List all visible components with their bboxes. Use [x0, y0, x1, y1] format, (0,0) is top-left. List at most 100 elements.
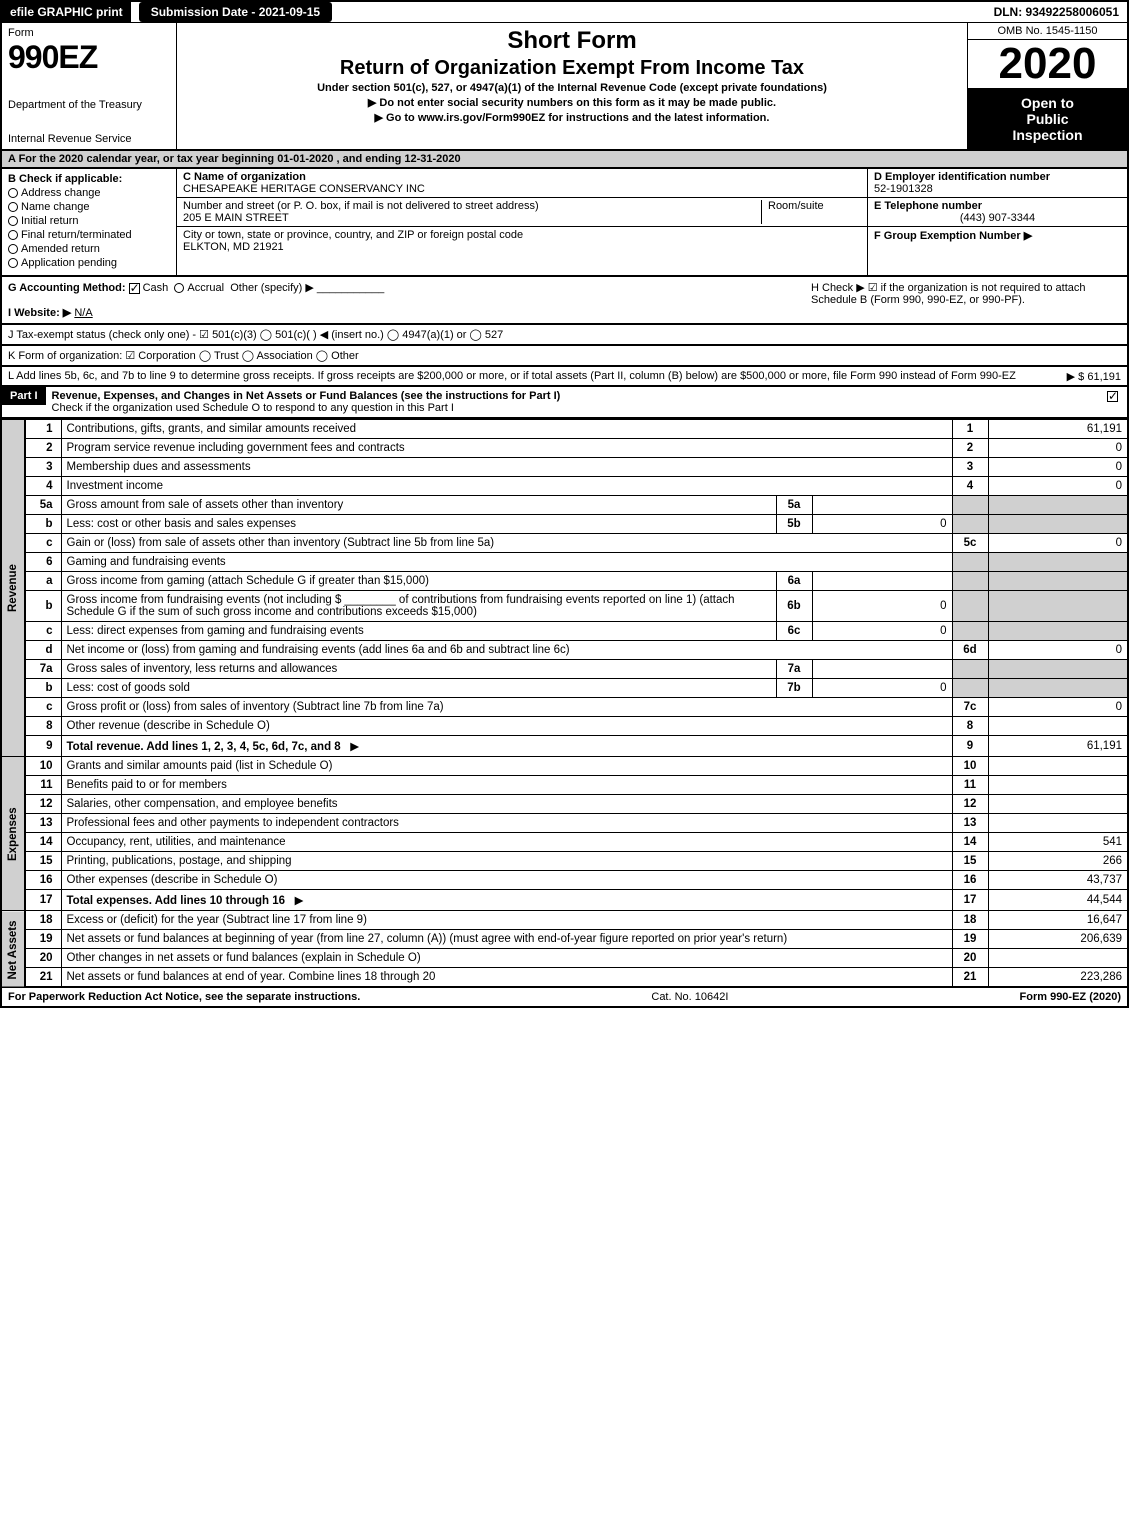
- line-12-desc: Salaries, other compensation, and employ…: [61, 795, 952, 814]
- tax-year: 2020: [968, 40, 1127, 88]
- line-3-desc: Membership dues and assessments: [61, 458, 952, 477]
- box-c: C Name of organization CHESAPEAKE HERITA…: [177, 169, 867, 275]
- chk-application-pending[interactable]: Application pending: [8, 257, 170, 269]
- line-6c-desc: Less: direct expenses from gaming and fu…: [61, 622, 776, 641]
- row-h: H Check ▶ ☑ if the organization is not r…: [811, 281, 1121, 319]
- row-g-h: G Accounting Method: Cash Accrual Other …: [0, 277, 1129, 325]
- submission-date: Submission Date - 2021-09-15: [139, 2, 332, 22]
- line-6a-desc: Gross income from gaming (attach Schedul…: [61, 572, 776, 591]
- chk-cash[interactable]: [129, 283, 140, 294]
- part1-check-line: Check if the organization used Schedule …: [52, 402, 454, 414]
- box-b: B Check if applicable: Address change Na…: [2, 169, 177, 275]
- line-5a-desc: Gross amount from sale of assets other t…: [61, 496, 776, 515]
- line-7c-amt: 0: [988, 698, 1128, 717]
- no-ssn-notice: ▶ Do not enter social security numbers o…: [185, 96, 959, 109]
- line-5b-subamt: 0: [812, 515, 952, 534]
- org-name: CHESAPEAKE HERITAGE CONSERVANCY INC: [183, 183, 425, 195]
- line-6b-subamt: 0: [812, 591, 952, 622]
- paperwork-notice: For Paperwork Reduction Act Notice, see …: [8, 991, 360, 1003]
- expenses-side-label: Expenses: [1, 757, 25, 911]
- short-form-title: Short Form: [185, 27, 959, 55]
- line-13-amt: [988, 814, 1128, 833]
- line-4-desc: Investment income: [61, 477, 952, 496]
- line-1-desc: Contributions, gifts, grants, and simila…: [61, 420, 952, 439]
- phone-value: (443) 907-3344: [874, 212, 1121, 224]
- addr-label: Number and street (or P. O. box, if mail…: [183, 200, 539, 212]
- phone-label: E Telephone number: [874, 200, 982, 212]
- chk-address-change[interactable]: Address change: [8, 187, 170, 199]
- line-5c-amt: 0: [988, 534, 1128, 553]
- form-header: Form 990EZ Department of the Treasury In…: [0, 22, 1129, 151]
- street-address: 205 E MAIN STREET: [183, 212, 289, 224]
- line-19-amt: 206,639: [988, 930, 1128, 949]
- info-grid: B Check if applicable: Address change Na…: [0, 169, 1129, 277]
- line-6d-desc: Net income or (loss) from gaming and fun…: [61, 641, 952, 660]
- page-footer: For Paperwork Reduction Act Notice, see …: [0, 988, 1129, 1008]
- chk-accrual[interactable]: [174, 283, 184, 293]
- part1-schedule-o-check[interactable]: [1107, 391, 1118, 402]
- row-j: J Tax-exempt status (check only one) - ☑…: [0, 325, 1129, 346]
- line-3-amt: 0: [988, 458, 1128, 477]
- line-15-desc: Printing, publications, postage, and shi…: [61, 852, 952, 871]
- line-9-desc: Total revenue. Add lines 1, 2, 3, 4, 5c,…: [61, 736, 952, 757]
- line-21-amt: 223,286: [988, 968, 1128, 988]
- line-5c-desc: Gain or (loss) from sale of assets other…: [61, 534, 952, 553]
- line-15-amt: 266: [988, 852, 1128, 871]
- line-1-amt: 61,191: [988, 420, 1128, 439]
- dept-treasury: Department of the Treasury: [8, 99, 170, 111]
- form-word: Form: [8, 27, 170, 39]
- ein-label: D Employer identification number: [874, 171, 1050, 183]
- group-exemption-label: F Group Exemption Number ▶: [874, 230, 1032, 242]
- line-10-amt: [988, 757, 1128, 776]
- line-7a-subamt: [812, 660, 952, 679]
- revenue-side-label: Revenue: [1, 420, 25, 757]
- efile-label[interactable]: efile GRAPHIC print: [2, 2, 131, 22]
- chk-initial-return[interactable]: Initial return: [8, 215, 170, 227]
- line-19-desc: Net assets or fund balances at beginning…: [61, 930, 952, 949]
- line-7b-desc: Less: cost of goods sold: [61, 679, 776, 698]
- room-suite-label: Room/suite: [768, 200, 824, 212]
- row-k: K Form of organization: ☑ Corporation ◯ …: [0, 346, 1129, 367]
- line-8-desc: Other revenue (describe in Schedule O): [61, 717, 952, 736]
- omb-number: OMB No. 1545-1150: [968, 23, 1127, 40]
- form-number: 990EZ: [8, 39, 170, 76]
- top-bar: efile GRAPHIC print Submission Date - 20…: [0, 0, 1129, 22]
- line-5b-desc: Less: cost or other basis and sales expe…: [61, 515, 776, 534]
- net-assets-side-label: Net Assets: [1, 911, 25, 988]
- dln: DLN: 93492258006051: [986, 2, 1127, 22]
- org-name-label: C Name of organization: [183, 171, 306, 183]
- chk-name-change[interactable]: Name change: [8, 201, 170, 213]
- city-state-zip: ELKTON, MD 21921: [183, 241, 284, 253]
- form-ref: Form 990-EZ (2020): [1020, 991, 1121, 1003]
- line-11-amt: [988, 776, 1128, 795]
- chk-amended-return[interactable]: Amended return: [8, 243, 170, 255]
- line-20-amt: [988, 949, 1128, 968]
- chk-final-return[interactable]: Final return/terminated: [8, 229, 170, 241]
- return-title: Return of Organization Exempt From Incom…: [185, 57, 959, 80]
- line-9-amt: 61,191: [988, 736, 1128, 757]
- line-6b-desc: Gross income from fundraising events (no…: [61, 591, 776, 622]
- line-6c-subamt: 0: [812, 622, 952, 641]
- line-6d-amt: 0: [988, 641, 1128, 660]
- part1-label: Part I: [2, 387, 46, 405]
- line-7a-desc: Gross sales of inventory, less returns a…: [61, 660, 776, 679]
- line-10-desc: Grants and similar amounts paid (list in…: [61, 757, 952, 776]
- cat-no: Cat. No. 10642I: [360, 991, 1019, 1003]
- line-1-num: 1: [25, 420, 61, 439]
- line-6-desc: Gaming and fundraising events: [61, 553, 952, 572]
- line-5a-subamt: [812, 496, 952, 515]
- accounting-method-label: G Accounting Method:: [8, 282, 126, 294]
- line-20-desc: Other changes in net assets or fund bala…: [61, 949, 952, 968]
- line-2-amt: 0: [988, 439, 1128, 458]
- goto-link[interactable]: ▶ Go to www.irs.gov/Form990EZ for instru…: [185, 111, 959, 124]
- line-4-amt: 0: [988, 477, 1128, 496]
- line-8-amt: [988, 717, 1128, 736]
- website-value: N/A: [74, 307, 92, 319]
- website-label: I Website: ▶: [8, 307, 71, 319]
- line-18-amt: 16,647: [988, 911, 1128, 930]
- box-b-header: B Check if applicable:: [8, 173, 170, 185]
- line-17-desc: Total expenses. Add lines 10 through 16 …: [61, 890, 952, 911]
- header-left: Form 990EZ Department of the Treasury In…: [2, 23, 177, 149]
- row-l: L Add lines 5b, 6c, and 7b to line 9 to …: [0, 367, 1129, 387]
- line-11-desc: Benefits paid to or for members: [61, 776, 952, 795]
